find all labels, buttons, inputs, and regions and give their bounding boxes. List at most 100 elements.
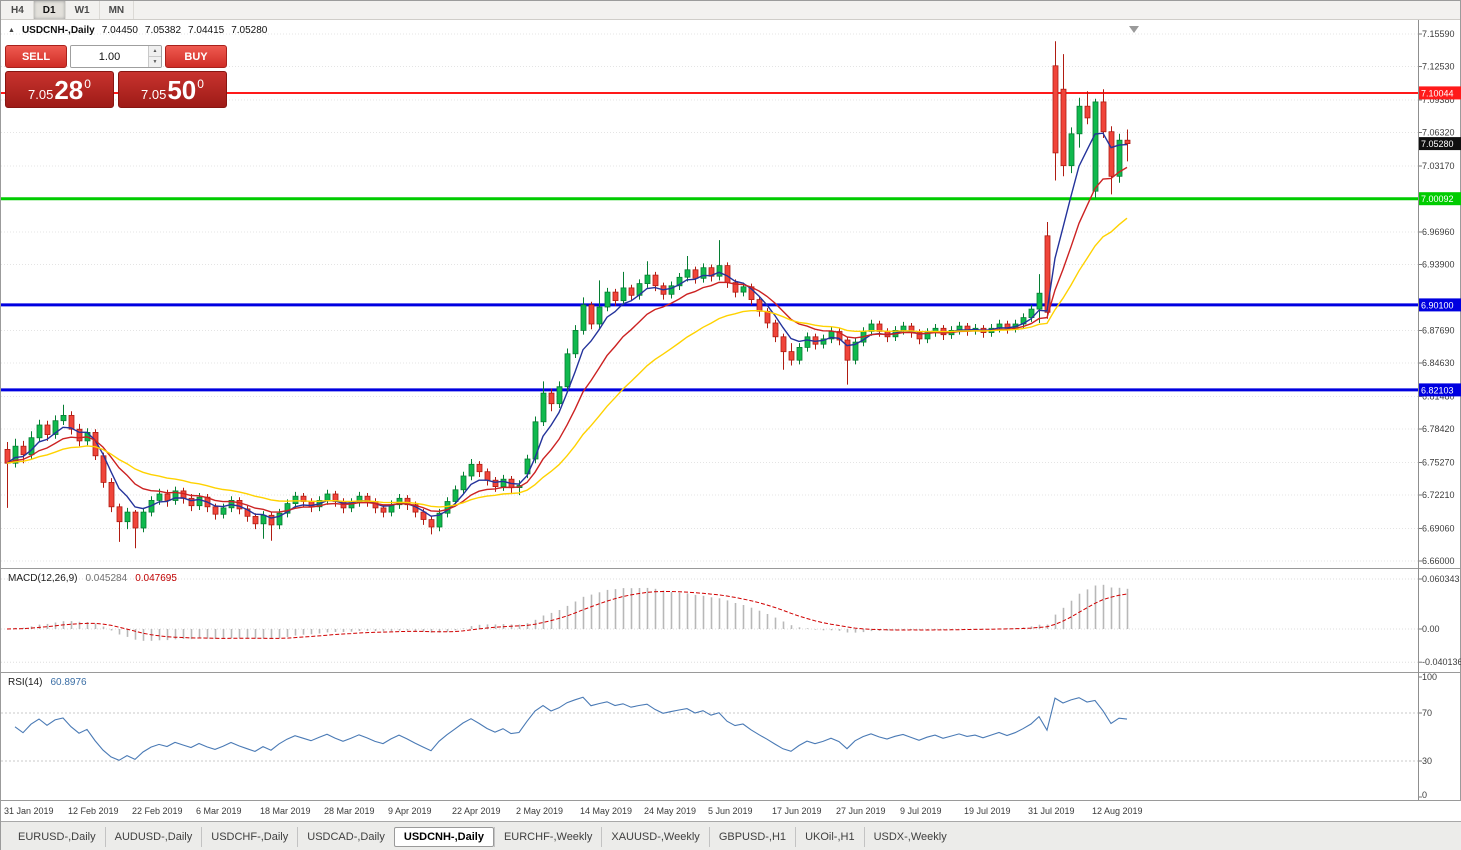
price-chart-canvas[interactable]: 7.15590 7.12530 7.09380 7.06320 7.03170 6.969…: [1, 20, 1461, 568]
svg-text:6.66000: 6.66000: [1422, 556, 1455, 566]
volume-input[interactable]: [71, 46, 148, 67]
volume-field: ▲ ▼: [70, 45, 162, 68]
time-axis-label: 5 Jun 2019: [708, 806, 753, 816]
macd-panel-canvas[interactable]: 0.060343 0.00 -0.040136: [1, 568, 1461, 672]
time-axis-label: 31 Jul 2019: [1028, 806, 1075, 816]
time-axis-label: 27 Jun 2019: [836, 806, 886, 816]
chart-shift-marker: [1129, 26, 1139, 33]
price-gridlines: [1, 33, 1418, 562]
svg-text:6.87690: 6.87690: [1422, 325, 1455, 335]
ohlc-open-value: 7.04450: [101, 25, 138, 36]
svg-text:7.10044: 7.10044: [1421, 88, 1454, 98]
price-axis-separator: [1418, 20, 1419, 821]
time-axis-label: 9 Jul 2019: [900, 806, 942, 816]
ask-pipette: 0: [197, 77, 204, 91]
tab-usdcnh-daily[interactable]: USDCNH-,Daily: [393, 826, 494, 847]
one-click-collapse-icon[interactable]: ▲: [8, 27, 15, 34]
rsi-axis-labels: 100 70 30 0: [1418, 672, 1437, 800]
macd-signal-value: 0.047695: [135, 573, 177, 584]
time-axis-label: 18 Mar 2019: [260, 806, 311, 816]
rsi-panel-canvas[interactable]: 100 70 30 0: [1, 672, 1461, 800]
bid-pips: 28: [54, 74, 84, 105]
svg-text:6.82103: 6.82103: [1421, 385, 1454, 395]
time-axis-label: 12 Feb 2019: [68, 806, 119, 816]
svg-text:6.69060: 6.69060: [1422, 523, 1455, 533]
svg-text:7.12530: 7.12530: [1422, 62, 1455, 72]
svg-text:7.05280: 7.05280: [1421, 139, 1454, 149]
macd-indicator-label: MACD(12,26,9) 0.045284 0.047695: [8, 573, 177, 584]
svg-text:7.06320: 7.06320: [1422, 128, 1455, 138]
tab-eurchf-weekly[interactable]: EURCHF-,Weekly: [493, 826, 601, 847]
tab-audusd-daily[interactable]: AUDUSD-,Daily: [104, 826, 202, 847]
timeframe-mn-button[interactable]: MN: [100, 1, 135, 19]
rsi-line: [14, 696, 1128, 761]
svg-text:7.00092: 7.00092: [1421, 194, 1454, 204]
svg-text:7.15590: 7.15590: [1422, 29, 1455, 39]
time-axis-label: 6 Mar 2019: [196, 806, 242, 816]
tab-gbpusd-h1[interactable]: GBPUSD-,H1: [708, 826, 795, 847]
time-axis-label: 17 Jun 2019: [772, 806, 822, 816]
chart-title: ▲ USDCNH-,Daily 7.04450 7.05382 7.04415 …: [8, 25, 267, 36]
time-axis-label: 31 Jan 2019: [4, 806, 54, 816]
volume-increase-button[interactable]: ▲: [149, 46, 161, 56]
time-axis-label: 9 Apr 2019: [388, 806, 432, 816]
svg-text:6.96960: 6.96960: [1422, 227, 1455, 237]
horizontal-level-lines[interactable]: [1, 91, 1418, 392]
time-axis-label: 12 Aug 2019: [1092, 806, 1143, 816]
buy-price-button[interactable]: 7.05 50 0: [118, 71, 227, 108]
sell-price-button[interactable]: 7.05 28 0: [5, 71, 114, 108]
macd-name: MACD(12,26,9): [8, 573, 78, 584]
svg-text:0: 0: [1422, 790, 1427, 800]
svg-text:6.93900: 6.93900: [1422, 260, 1455, 270]
sell-button[interactable]: SELL: [5, 45, 67, 68]
time-axis-label: 2 May 2019: [516, 806, 564, 816]
tab-usdcad-daily[interactable]: USDCAD-,Daily: [297, 826, 394, 847]
one-click-trading-panel: SELL ▲ ▼ BUY 7.05 28 0 7.05 50 0: [5, 45, 227, 108]
bid-pipette: 0: [84, 77, 91, 91]
rsi-value: 60.8976: [50, 677, 87, 688]
svg-text:70: 70: [1422, 708, 1432, 718]
current-price-tag: 7.05280: [1419, 137, 1461, 151]
time-axis: 31 Jan 2019 12 Feb 2019 22 Feb 2019 6 Mar 2…: [1, 800, 1461, 821]
time-axis-label: 22 Apr 2019: [452, 806, 501, 816]
svg-text:6.81480: 6.81480: [1422, 391, 1455, 401]
chart-symbol-label: USDCNH-,Daily: [21, 25, 95, 36]
svg-text:0.060343: 0.060343: [1422, 574, 1460, 584]
svg-text:6.78420: 6.78420: [1422, 424, 1455, 434]
tab-xauusd-weekly[interactable]: XAUUSD-,Weekly: [601, 826, 708, 847]
chart-tab-bar: EURUSD-,Daily AUDUSD-,Daily USDCHF-,Dail…: [1, 821, 1461, 850]
tab-usdx-weekly[interactable]: USDX-,Weekly: [863, 826, 956, 847]
level-price-tag: 7.10044: [1419, 86, 1461, 100]
ask-big-figure: 7.05: [141, 86, 167, 102]
timeframe-toolbar: H4 D1 W1 MN: [1, 1, 1460, 20]
svg-text:6.75270: 6.75270: [1422, 457, 1455, 467]
moving-average-11-line: [6, 166, 1128, 513]
ohlc-low-value: 7.04415: [188, 25, 225, 36]
svg-text:7.09380: 7.09380: [1422, 95, 1455, 105]
macd-main-value: 0.045284: [85, 573, 128, 584]
timeframe-d1-button[interactable]: D1: [33, 1, 66, 19]
svg-text:-0.040136: -0.040136: [1422, 657, 1461, 667]
tab-usdchf-daily[interactable]: USDCHF-,Daily: [201, 826, 297, 847]
tab-ukoil-h1[interactable]: UKOil-,H1: [795, 826, 864, 847]
time-axis-label: 28 Mar 2019: [324, 806, 375, 816]
volume-decrease-button[interactable]: ▼: [149, 56, 161, 67]
ask-pips: 50: [167, 74, 197, 105]
buy-button[interactable]: BUY: [165, 45, 227, 68]
svg-text:100: 100: [1422, 672, 1437, 682]
svg-text:6.84630: 6.84630: [1422, 358, 1455, 368]
macd-signal-line: [6, 591, 1128, 639]
macd-axis-labels: 0.060343 0.00 -0.040136: [1418, 574, 1461, 667]
level-price-tag: 7.00092: [1419, 192, 1461, 206]
tab-eurusd-daily[interactable]: EURUSD-,Daily: [18, 830, 96, 843]
moving-average-24-line: [6, 217, 1128, 508]
svg-text:6.72210: 6.72210: [1422, 490, 1455, 500]
time-axis-label: 19 Jul 2019: [964, 806, 1011, 816]
timeframe-h4-button[interactable]: H4: [2, 1, 34, 19]
time-axis-label: 14 May 2019: [580, 806, 633, 816]
timeframe-w1-button[interactable]: W1: [66, 1, 100, 19]
svg-text:0.00: 0.00: [1422, 624, 1440, 634]
candles-layer: [4, 41, 1131, 549]
time-axis-label: 24 May 2019: [644, 806, 697, 816]
